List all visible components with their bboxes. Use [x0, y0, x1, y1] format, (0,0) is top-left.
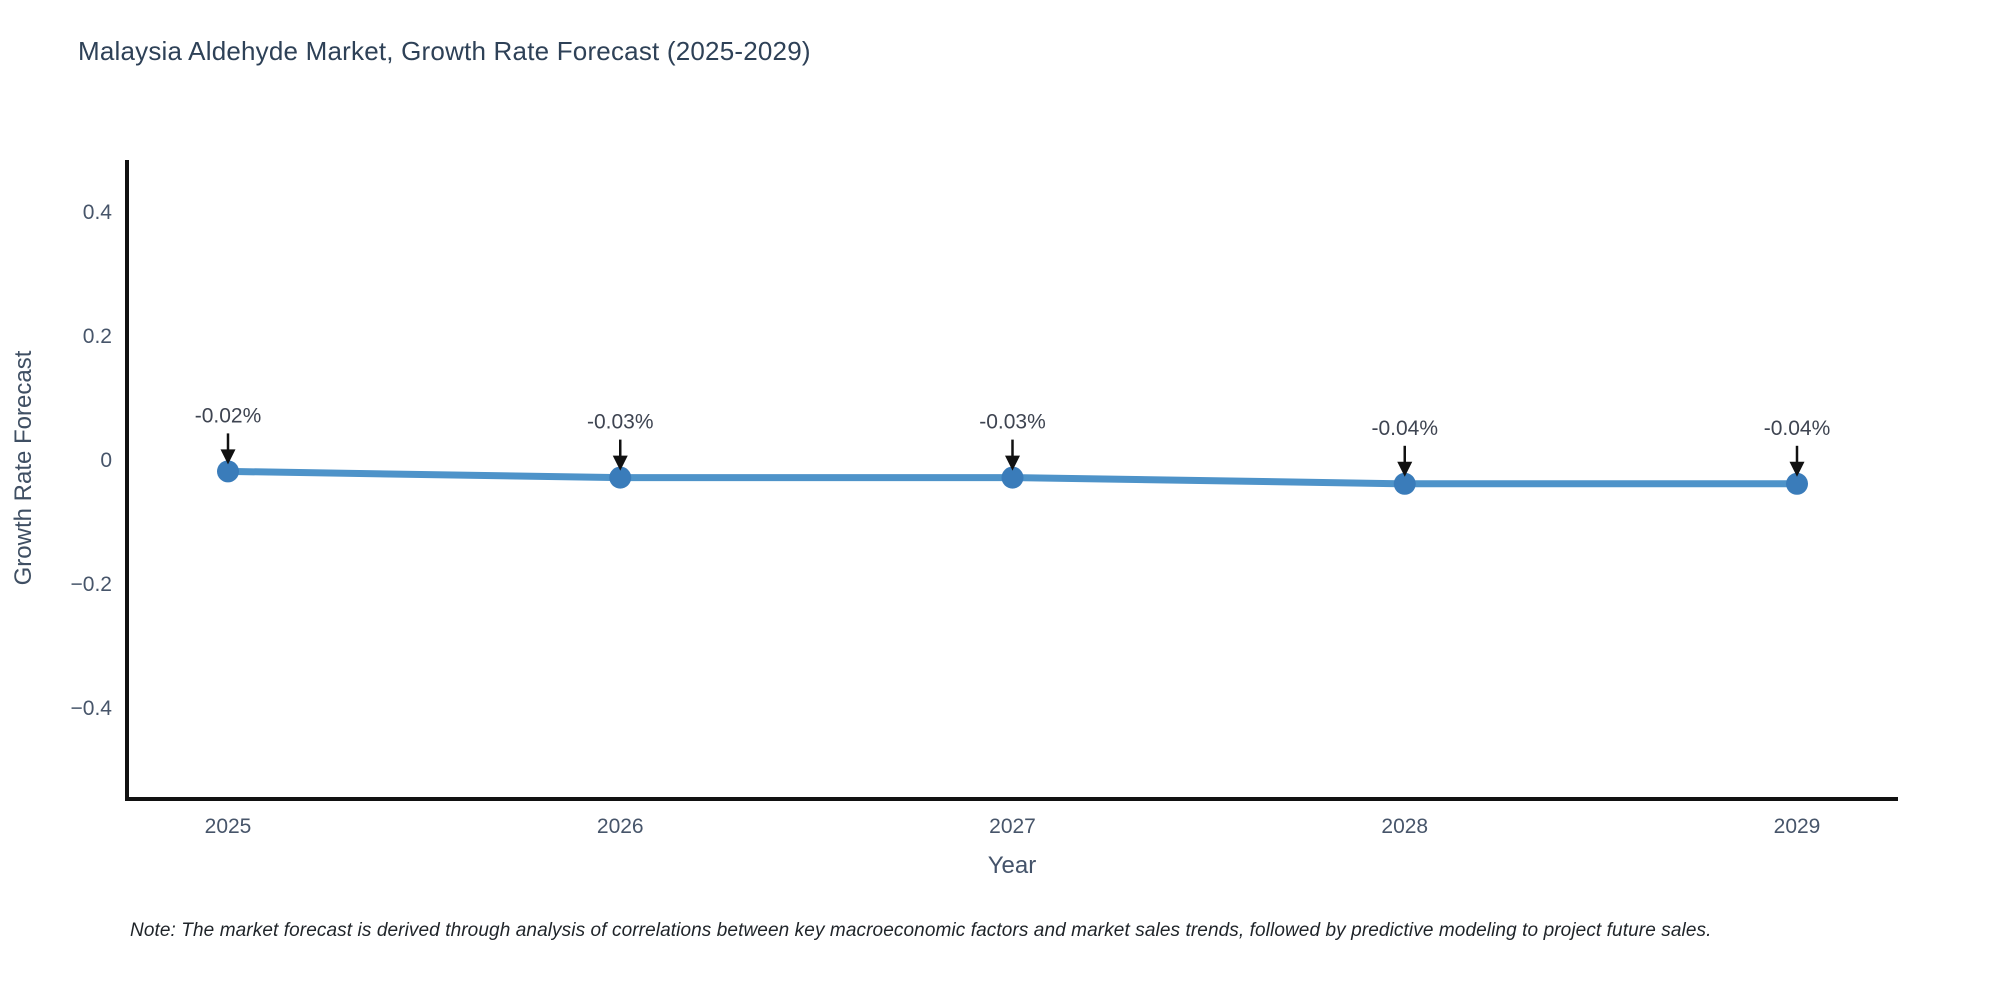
data-point-2025[interactable] [217, 460, 239, 483]
data-point-2028[interactable] [1393, 472, 1416, 495]
y-tick-label: −0.2 [71, 573, 112, 596]
x-tick-label: 2028 [1381, 815, 1428, 838]
annotation-arrowhead [612, 455, 628, 471]
x-tick-label: 2025 [205, 815, 252, 838]
point-label: -0.04% [1764, 417, 1831, 440]
y-tick-label: 0.2 [83, 325, 112, 348]
annotation-arrowhead [1397, 461, 1413, 477]
point-label: -0.04% [1371, 417, 1438, 440]
x-axis-title: Year [987, 852, 1037, 879]
y-tick-label: 0.4 [83, 201, 113, 224]
footnote: Note: The market forecast is derived thr… [130, 920, 1712, 941]
data-point-2029[interactable] [1786, 472, 1808, 495]
chart-title: Malaysia Aldehyde Market, Growth Rate Fo… [78, 36, 811, 66]
annotation-arrowhead [220, 449, 236, 465]
annotation-arrowhead [1005, 455, 1020, 471]
point-label: -0.03% [587, 411, 654, 434]
y-tick-label: −0.4 [71, 697, 113, 720]
point-label: -0.02% [195, 404, 262, 427]
x-tick-label: 2026 [597, 815, 644, 838]
x-tick-label: 2029 [1774, 815, 1821, 838]
x-tick-label: 2027 [989, 815, 1036, 838]
point-label: -0.03% [979, 411, 1046, 434]
y-tick-label: 0 [100, 449, 112, 472]
data-point-2027[interactable] [1001, 466, 1024, 489]
annotation-arrowhead [1789, 461, 1805, 477]
data-point-2026[interactable] [609, 466, 632, 489]
